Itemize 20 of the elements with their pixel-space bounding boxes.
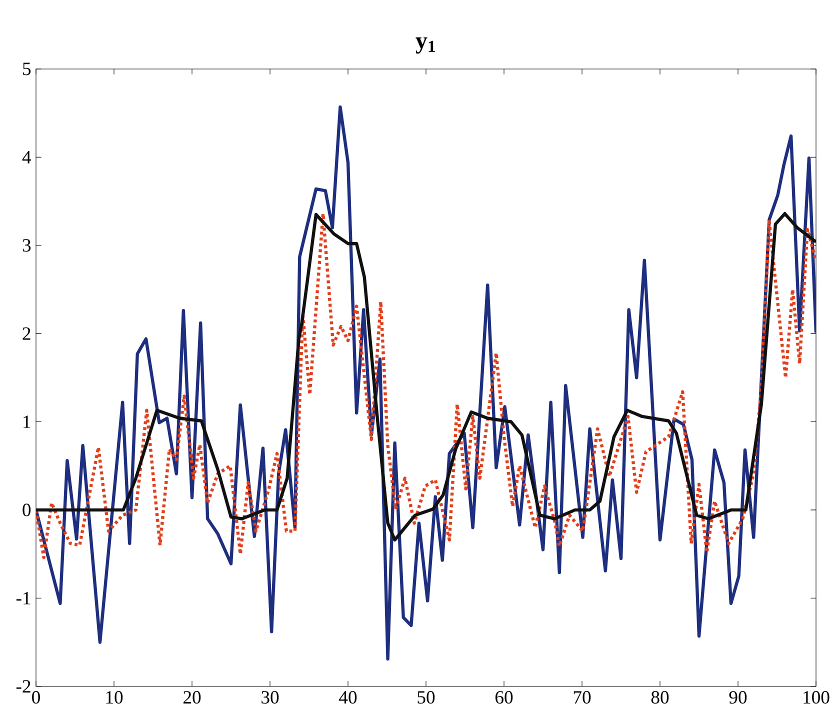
- x-tick-label: 90: [729, 691, 747, 704]
- x-tick-label: 60: [495, 691, 513, 704]
- y-tick-label: 4: [22, 151, 32, 164]
- x-tick-label: 0: [32, 691, 40, 704]
- x-tick-label: 10: [106, 691, 123, 704]
- x-tick-label: 50: [418, 691, 435, 704]
- y-tick-label: 5: [23, 62, 31, 76]
- y-tick-label: 2: [22, 327, 30, 340]
- y-tick-label: 1: [24, 416, 30, 428]
- x-tick-label: 30: [262, 691, 279, 704]
- y-tick-label: -2: [16, 680, 30, 693]
- y-tick-label: -1: [16, 592, 30, 604]
- x-tick-label: 20: [183, 691, 201, 704]
- x-tick-label: 100: [804, 691, 830, 704]
- x-tick-label: 80: [651, 691, 669, 704]
- chart-title: y$_{1}$: [416, 37, 435, 54]
- x-tick-label: 70: [574, 691, 591, 704]
- y-tick-label: 0: [22, 504, 31, 516]
- y-tick-label: 3: [22, 239, 31, 252]
- x-tick-label: 40: [339, 691, 357, 704]
